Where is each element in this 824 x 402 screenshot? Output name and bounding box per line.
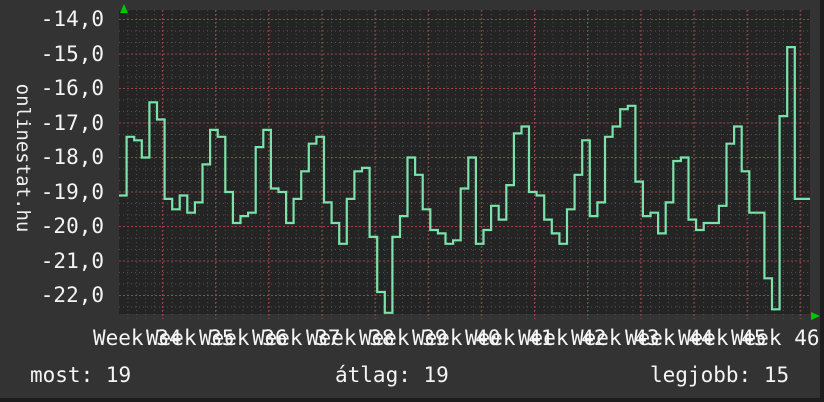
x-week-label: Week 42 xyxy=(518,326,607,350)
stat-legjobb-space xyxy=(751,363,764,387)
stat-atlag-label: átlag: xyxy=(335,363,411,387)
right-edge-shadow xyxy=(820,0,824,402)
plot-area xyxy=(119,10,810,320)
x-week-label: Week 45 xyxy=(678,326,767,350)
stat-legjobb: legjobb: 15 xyxy=(650,363,789,388)
x-week-label: Week 38 xyxy=(306,326,395,350)
stat-legjobb-label: legjobb: xyxy=(650,363,752,387)
stat-legjobb-value: 15 xyxy=(763,363,790,387)
x-week-label: Week 41 xyxy=(465,326,554,350)
step-line-chart xyxy=(119,10,810,319)
y-tick-label: -16,0 xyxy=(40,76,104,100)
x-week-label: Week 43 xyxy=(571,326,660,350)
y-tick-label: -21,0 xyxy=(40,249,104,273)
y-axis-arrow-icon xyxy=(120,4,128,13)
y-tick-label: -15,0 xyxy=(40,42,104,66)
x-week-label: Week 36 xyxy=(199,326,288,350)
x-week-label: Week 46 xyxy=(731,326,820,350)
y-tick-label: -19,0 xyxy=(40,180,104,204)
x-week-label: Week 34 xyxy=(93,326,182,350)
x-week-label: Week 40 xyxy=(412,326,501,350)
data-step-line xyxy=(119,46,810,314)
y-tick-label: -20,0 xyxy=(40,214,104,238)
stat-atlag: átlag: 19 xyxy=(335,363,449,388)
x-week-label: Week 35 xyxy=(146,326,235,350)
x-axis-arrow-icon xyxy=(811,312,820,320)
y-tick-label: -18,0 xyxy=(40,145,104,169)
bottom-edge-shadow xyxy=(0,398,824,402)
y-tick-label: -14,0 xyxy=(40,7,104,31)
y-tick-label: -22,0 xyxy=(40,283,104,307)
stat-atlag-value: 19 xyxy=(423,363,449,387)
stat-most-space xyxy=(93,363,106,387)
y-tick-label: -17,0 xyxy=(40,111,104,135)
x-week-label: Week 39 xyxy=(359,326,448,350)
x-week-label: Week 37 xyxy=(252,326,341,350)
stat-most-value: 19 xyxy=(105,363,132,387)
stat-most: most: 19 xyxy=(30,363,131,388)
stat-atlag-space xyxy=(411,363,424,387)
stat-most-label: most: xyxy=(30,363,94,387)
x-week-label: Week 44 xyxy=(625,326,714,350)
